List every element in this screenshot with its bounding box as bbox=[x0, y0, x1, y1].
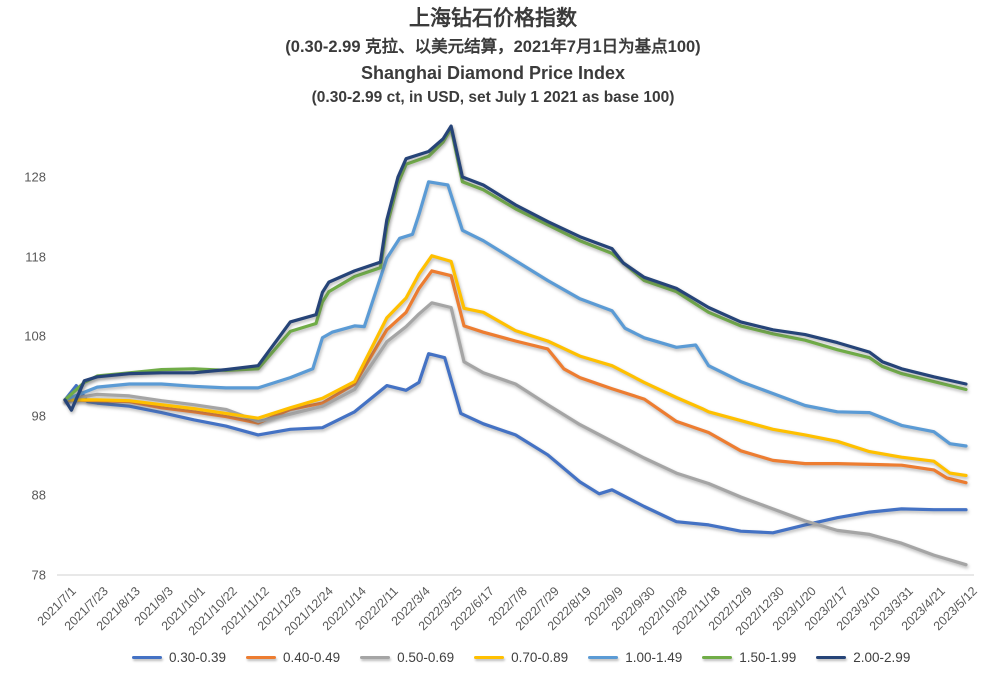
legend-swatch-icon bbox=[702, 655, 733, 660]
chart-title-zh: 上海钻石价格指数 bbox=[409, 7, 577, 30]
legend-item-1.00-1.49: 1.00-1.49 bbox=[588, 650, 682, 665]
legend-item-1.50-1.99: 1.50-1.99 bbox=[702, 650, 796, 665]
legend-label: 2.00-2.99 bbox=[853, 650, 911, 665]
legend-item-0.70-0.89: 0.70-0.89 bbox=[474, 650, 568, 665]
legend-label: 0.50-0.69 bbox=[397, 650, 455, 665]
y-axis-tick-label: 118 bbox=[25, 249, 46, 265]
y-axis-tick-label: 88 bbox=[31, 487, 46, 503]
legend-swatch-icon bbox=[246, 655, 277, 660]
legend-label: 0.40-0.49 bbox=[283, 650, 341, 665]
y-axis-tick-label: 78 bbox=[31, 567, 46, 583]
chart-legend: 0.30-0.39 0.40-0.49 0.50-0.69 0.70-0.89 1.00… bbox=[132, 650, 910, 665]
legend-swatch-icon bbox=[588, 655, 619, 660]
chart-subtitle-zh: (0.30-2.99 克拉、以美元结算，2021年7月1日为基点100) bbox=[285, 38, 701, 56]
y-axis-tick-label: 98 bbox=[31, 408, 46, 424]
legend-swatch-icon bbox=[816, 655, 847, 660]
chart-title-en: Shanghai Diamond Price Index bbox=[360, 63, 626, 83]
legend-label: 0.70-0.89 bbox=[511, 650, 569, 665]
series-line-1.00-1.49 bbox=[63, 180, 968, 448]
y-axis-tick-label: 128 bbox=[24, 169, 46, 185]
legend-item-2.00-2.99: 2.00-2.99 bbox=[816, 650, 910, 665]
series-line-0.70-0.89 bbox=[63, 254, 968, 478]
series-line-0.30-0.39 bbox=[63, 352, 968, 535]
series-line-2.00-2.99 bbox=[63, 124, 968, 412]
legend-item-0.40-0.49: 0.40-0.49 bbox=[246, 650, 340, 665]
legend-item-0.30-0.39: 0.30-0.39 bbox=[132, 650, 226, 665]
chart-title-block: 上海钻石价格指数 (0.30-2.99 克拉、以美元结算，2021年7月1日为基… bbox=[0, 4, 986, 110]
y-axis-tick-label: 108 bbox=[24, 328, 46, 344]
legend-swatch-icon bbox=[132, 655, 162, 660]
legend-label: 0.30-0.39 bbox=[169, 650, 227, 665]
chart-subtitle-en: (0.30-2.99 ct, in USD, set July 1 2021 a… bbox=[311, 89, 675, 106]
legend-item-0.50-0.69: 0.50-0.69 bbox=[360, 650, 454, 665]
legend-swatch-icon bbox=[360, 655, 391, 660]
legend-label: 1.00-1.49 bbox=[625, 650, 683, 665]
series-line-0.40-0.49 bbox=[63, 269, 968, 485]
legend-swatch-icon bbox=[474, 655, 505, 660]
series-line-0.50-0.69 bbox=[63, 301, 968, 567]
legend-label: 1.50-1.99 bbox=[739, 650, 797, 665]
series-line-1.50-1.99 bbox=[63, 126, 968, 402]
